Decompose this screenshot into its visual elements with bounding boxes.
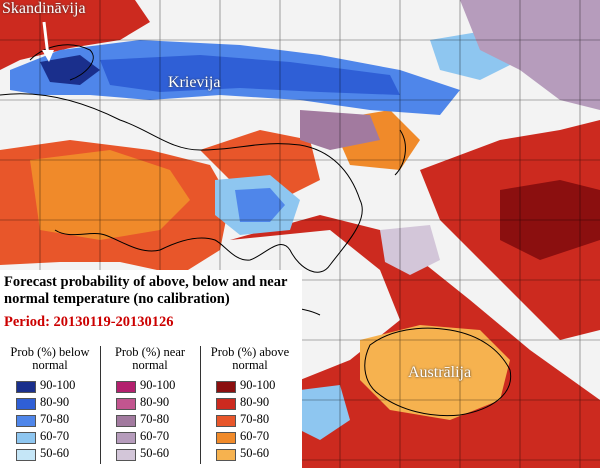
- scandinavia-arrow-head: [42, 50, 54, 62]
- legend-col-heading: Prob (%) below normal: [10, 345, 90, 372]
- legend-item: 80-90: [102, 395, 198, 412]
- legend-label: 50-60: [140, 446, 170, 460]
- legend-swatch: [16, 381, 36, 393]
- legend-label: 70-80: [140, 412, 170, 426]
- legend-item: 60-70: [202, 429, 298, 446]
- legend-item: 80-90: [202, 395, 298, 412]
- cold-region-scandinavia: [40, 55, 100, 85]
- legend-col-above: Prob (%) above normal 90-100 80-90 70-80…: [202, 346, 298, 463]
- legend-item: 50-60: [2, 446, 98, 463]
- cold-region-tibet-core: [235, 188, 285, 222]
- legend-swatch: [116, 449, 136, 461]
- legend-divider: [200, 346, 201, 464]
- cold-region-russia-core: [100, 55, 400, 95]
- legend-label: 70-80: [40, 412, 70, 426]
- legend-label: 90-100: [240, 378, 276, 392]
- legend-period: Period: 20130119-20130126: [4, 314, 174, 330]
- legend-label: 80-90: [240, 395, 270, 409]
- legend-item: 60-70: [2, 429, 98, 446]
- legend-swatch: [116, 415, 136, 427]
- label-scandinavia: Skandināvija: [2, 0, 86, 17]
- near-region-arctic: [460, 0, 600, 110]
- warm-region-mideast-core: [30, 150, 190, 240]
- legend-swatch: [16, 415, 36, 427]
- legend-label: 90-100: [140, 378, 176, 392]
- legend-title: Forecast probability of above, below and…: [4, 274, 288, 307]
- legend-label: 90-100: [40, 378, 76, 392]
- legend-item: 90-100: [202, 378, 298, 395]
- legend-item: 90-100: [102, 378, 198, 395]
- legend-label: 50-60: [40, 446, 70, 460]
- label-russia: Krievija: [168, 74, 221, 91]
- legend-item: 70-80: [102, 412, 198, 429]
- legend-label: 60-70: [140, 429, 170, 443]
- legend-swatch: [216, 449, 236, 461]
- legend-col-near: Prob (%) near normal 90-100 80-90 70-80 …: [102, 346, 198, 463]
- legend-col-heading: Prob (%) above normal: [210, 345, 290, 372]
- legend-swatch: [216, 398, 236, 410]
- legend-label: 80-90: [40, 395, 70, 409]
- legend-label: 70-80: [240, 412, 270, 426]
- legend-swatch: [16, 449, 36, 461]
- label-australia: Austrālija: [408, 364, 472, 381]
- legend-panel: Forecast probability of above, below and…: [0, 270, 302, 468]
- cold-region-ocean-south: [300, 385, 350, 440]
- legend-item: 50-60: [102, 446, 198, 463]
- legend-label: 60-70: [40, 429, 70, 443]
- warm-region-australia: [360, 325, 510, 420]
- legend-col-below: Prob (%) below normal 90-100 80-90 70-80…: [2, 346, 98, 463]
- legend-col-heading: Prob (%) near normal: [114, 345, 186, 372]
- legend-swatch: [16, 432, 36, 444]
- legend-label: 50-60: [240, 446, 270, 460]
- legend-swatch: [216, 432, 236, 444]
- near-region-southeast: [380, 225, 440, 275]
- legend-swatch: [216, 415, 236, 427]
- legend-swatch: [116, 398, 136, 410]
- legend-item: 80-90: [2, 395, 98, 412]
- legend-item: 90-100: [2, 378, 98, 395]
- legend-item: 60-70: [102, 429, 198, 446]
- legend-divider: [100, 346, 101, 464]
- legend-swatch: [16, 398, 36, 410]
- legend-label: 60-70: [240, 429, 270, 443]
- legend-label: 80-90: [140, 395, 170, 409]
- legend-swatch: [116, 432, 136, 444]
- legend-item: 50-60: [202, 446, 298, 463]
- legend-item: 70-80: [202, 412, 298, 429]
- legend-item: 70-80: [2, 412, 98, 429]
- legend-swatch: [216, 381, 236, 393]
- legend-swatch: [116, 381, 136, 393]
- warm-region-europe: [0, 0, 150, 70]
